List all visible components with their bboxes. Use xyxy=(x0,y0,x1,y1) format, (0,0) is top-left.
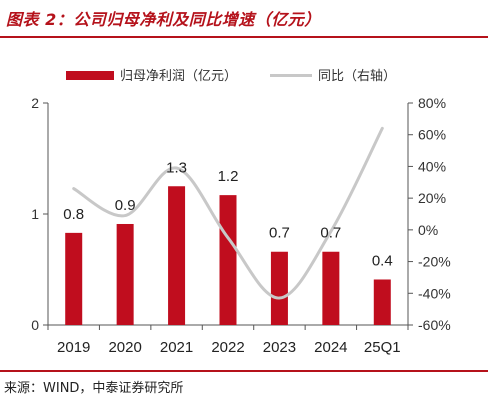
bar xyxy=(322,251,340,325)
bar-data-label: 0.8 xyxy=(63,206,84,223)
line-series xyxy=(72,126,384,300)
y-right-tick-label: 20% xyxy=(418,190,446,206)
y-right-tick-label: 0% xyxy=(418,222,438,238)
bar-data-label: 1.2 xyxy=(218,168,239,185)
x-tick-label: 25Q1 xyxy=(364,339,401,356)
y-right-tick-label: -20% xyxy=(418,254,451,270)
x-tick-label: 2022 xyxy=(211,339,244,356)
bar-data-label: 0.4 xyxy=(372,252,393,269)
legend: 归母净利润（亿元） 同比（右轴） xyxy=(66,69,396,84)
chart: 归母净利润（亿元） 同比（右轴） 0 1 2 -60% -40% -20% 0% 20% 40%… xyxy=(31,69,450,356)
source-divider xyxy=(0,370,488,372)
y-right-tick-label: 80% xyxy=(418,95,446,111)
bar-data-label: 0.7 xyxy=(269,225,290,242)
legend-swatch-bar xyxy=(66,71,114,80)
axes: 0 1 2 -60% -40% -20% 0% 20% 40% 60% 80% 2019 2020 202… xyxy=(31,95,450,356)
y-left-tick-label: 2 xyxy=(31,95,39,111)
bar xyxy=(65,232,83,325)
y-right-tick-label: -40% xyxy=(418,285,451,301)
bar xyxy=(116,223,134,325)
chart-title: 图表 2：公司归母净利及同比增速（亿元） xyxy=(6,10,321,29)
bar xyxy=(219,195,237,325)
x-tick-label: 2024 xyxy=(314,339,347,356)
bar xyxy=(168,186,186,325)
data-labels: 0.8 0.9 1.3 1.2 0.7 0.7 0.4 xyxy=(63,159,392,269)
bar xyxy=(270,251,288,325)
title-divider xyxy=(0,36,488,38)
bar-data-label: 1.3 xyxy=(166,159,187,176)
y-right-tick-label: 40% xyxy=(418,158,446,174)
legend-label-line: 同比（右轴） xyxy=(318,69,396,84)
legend-label-bar: 归母净利润（亿元） xyxy=(120,69,237,84)
x-tick-label: 2019 xyxy=(57,339,90,356)
y-left-tick-label: 1 xyxy=(31,206,39,222)
y-right-tick-label: 60% xyxy=(418,127,446,143)
bar-data-label: 0.7 xyxy=(320,225,341,242)
bar-data-label: 0.9 xyxy=(115,197,136,214)
y-right-tick-label: -60% xyxy=(418,317,451,333)
x-tick-label: 2021 xyxy=(160,339,193,356)
line-path xyxy=(72,126,384,300)
x-tick-label: 2023 xyxy=(263,339,296,356)
bars xyxy=(65,186,391,325)
source-note: 来源：WIND，中泰证券研究所 xyxy=(4,381,184,396)
bar xyxy=(373,279,391,325)
y-left-tick-label: 0 xyxy=(31,317,39,333)
x-tick-label: 2020 xyxy=(108,339,141,356)
